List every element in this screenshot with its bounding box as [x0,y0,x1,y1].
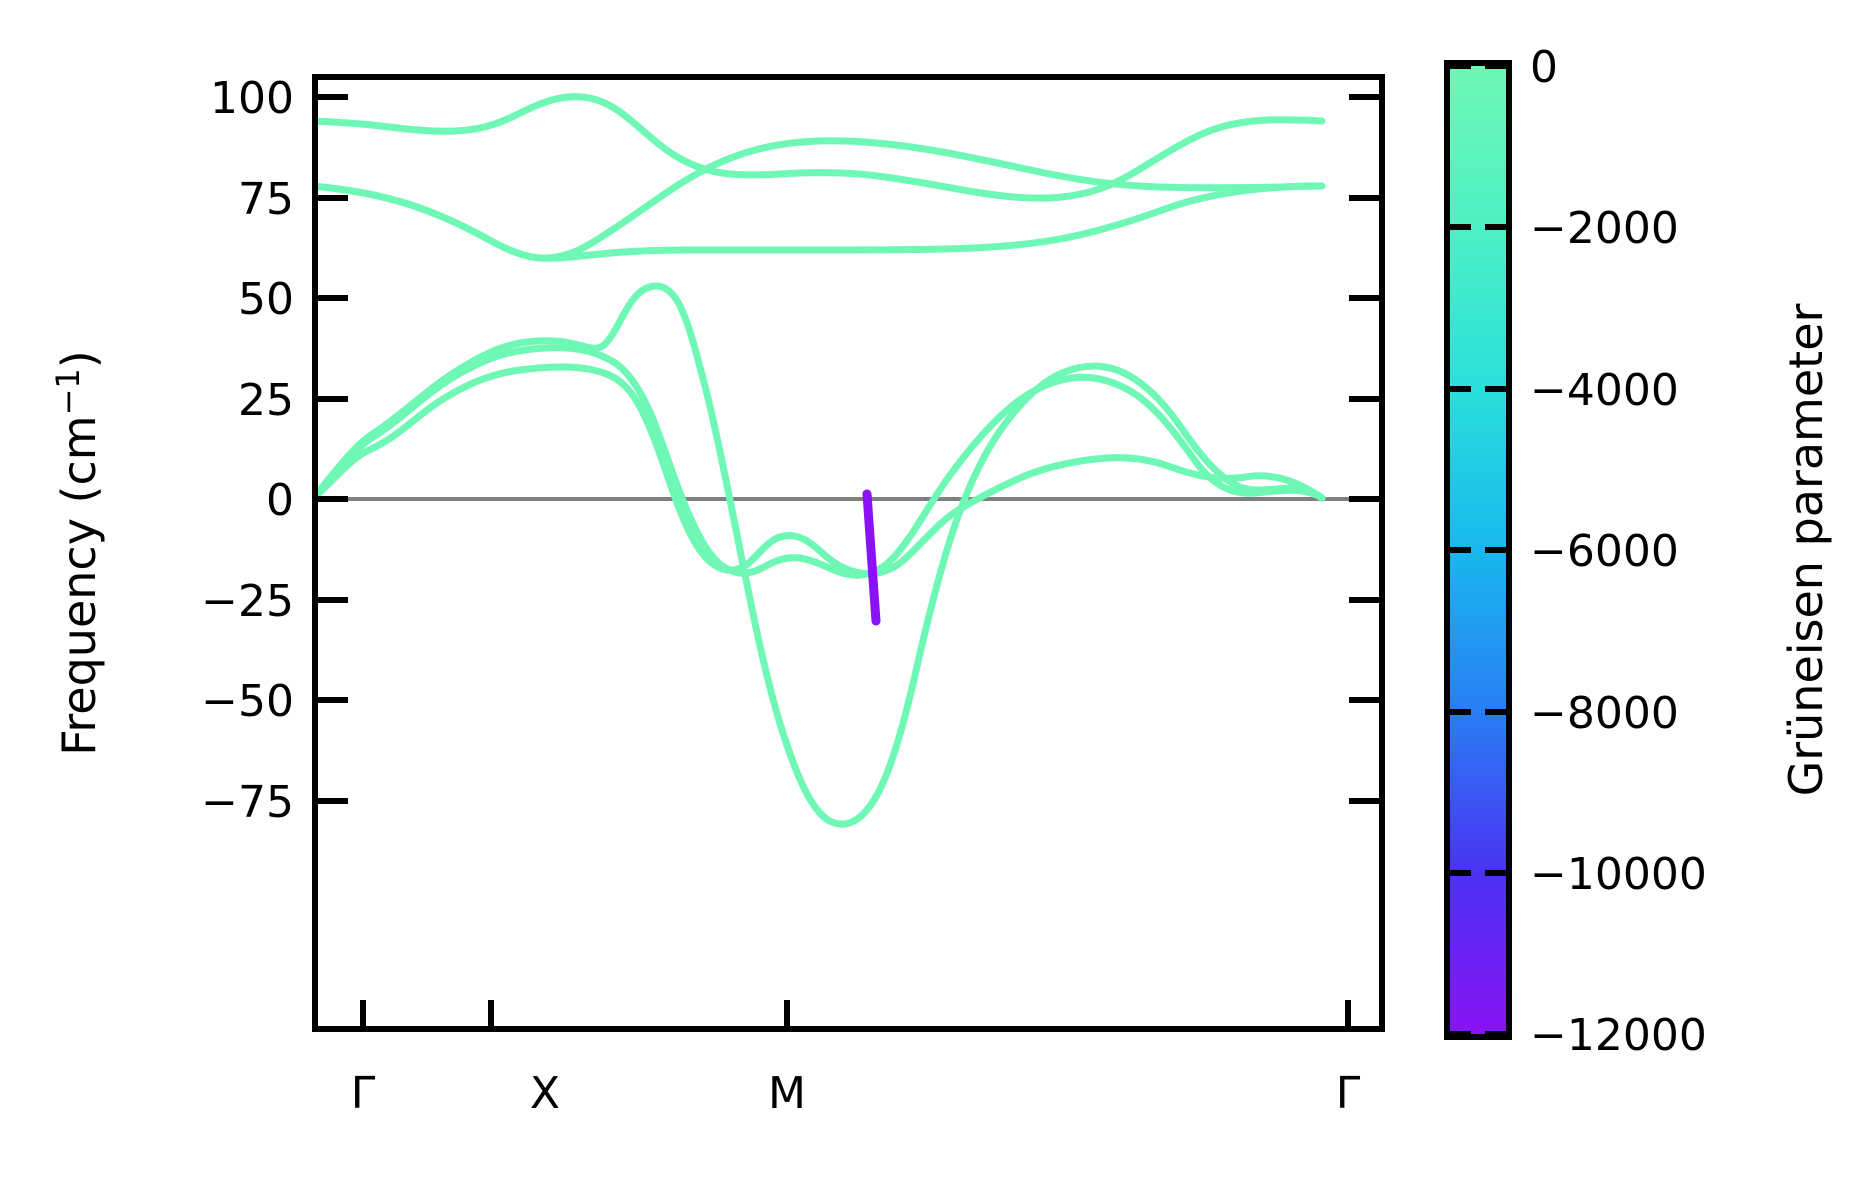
band-curve-5 [312,137,1326,262]
colorbar-tick-label: −2000 [1530,203,1679,254]
colorbar-tick-labels: 0 −2000 −4000 −6000 −8000 −10000 −12000 [1530,42,1707,1061]
y-tick-label: 25 [238,375,294,426]
colorbar-ticks [1447,63,1509,1037]
negative-gruneisen-segment [862,489,881,626]
y-axis-title-close: ) [52,350,106,368]
colorbar-title: Grüneisen parameter [1779,303,1833,796]
x-tick-label-m: M [768,1068,806,1119]
y-axis-title-superscript: −1 [49,368,87,415]
colorbar-tick-label: −12000 [1530,1010,1707,1061]
colorbar-tick-label: −8000 [1530,688,1679,739]
x-axis-tick-labels: Γ X M Γ [351,1068,1361,1119]
svg-text:Frequency (cm−1): Frequency (cm−1) [49,350,106,755]
y-axis-title: Frequency (cm−1) [49,350,106,755]
y-tick-label: −75 [201,777,294,828]
colorbar-tick-label: −6000 [1530,526,1679,577]
y-tick-label: 0 [266,475,294,526]
y-tick-label: −50 [201,676,294,727]
x-axis-ticks [360,1000,1351,1029]
colorbar-tick-label: 0 [1530,42,1558,93]
plot-area-background [312,74,1385,1032]
y-tick-label: 50 [238,274,294,325]
y-tick-label: −25 [201,576,294,627]
y-tick-label: 100 [210,73,294,124]
y-axis-tick-labels: 100 75 50 25 0 −25 −50 −75 [201,73,294,828]
colorbar-tick-label: −4000 [1530,365,1679,416]
x-tick-label-gamma-left: Γ [351,1068,376,1119]
phonon-band-curves [312,93,1326,828]
x-tick-label-x: X [530,1068,560,1119]
y-axis-title-text: Frequency (cm [52,415,106,755]
band-curve-1 [312,363,1326,578]
y-tick-label: 75 [238,174,294,225]
colorbar-title-text: Grüneisen parameter [1779,303,1833,796]
colorbar-tick-label: −10000 [1530,849,1707,900]
band-curve-6 [312,93,1326,202]
x-tick-label-gamma-right: Γ [1336,1068,1361,1119]
y-axis-ticks [315,94,1382,804]
band-curve-3 [312,282,1326,828]
band-curve-2 [312,344,1326,579]
